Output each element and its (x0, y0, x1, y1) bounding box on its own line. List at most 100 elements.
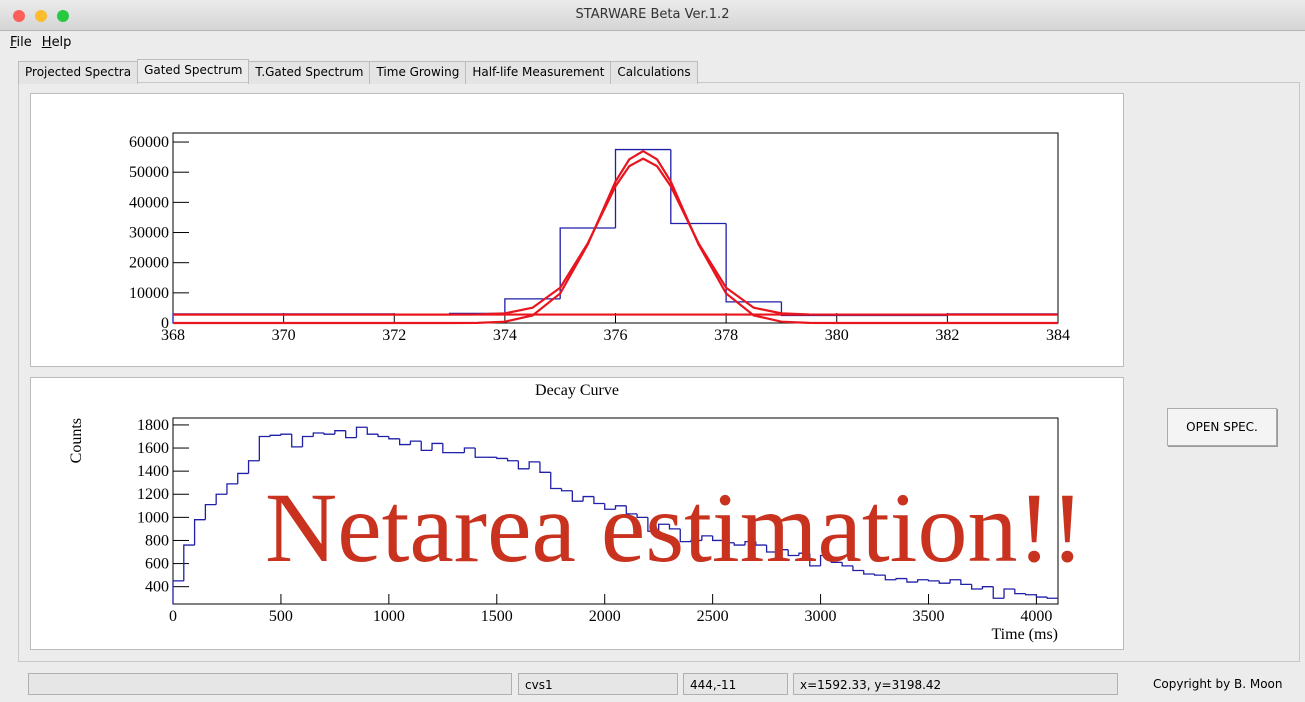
histogram-bin (809, 553, 821, 567)
histogram-bin (1024, 593, 1037, 596)
histogram-bin (258, 435, 271, 461)
histogram-bin (398, 438, 411, 446)
histogram-bin (722, 540, 735, 544)
histogram-bin (798, 552, 810, 556)
histogram-bin (787, 549, 799, 557)
y-tick-label: 600 (145, 556, 169, 573)
histogram-bin (830, 555, 843, 564)
tab[interactable]: T.Gated Spectrum (248, 61, 371, 84)
histogram-bin (725, 223, 782, 303)
minimize-button[interactable] (35, 10, 47, 22)
status-field: 444,-11 (683, 673, 788, 695)
histogram-bin (1035, 594, 1048, 598)
histogram-bin (550, 472, 562, 490)
histogram-bin (323, 433, 335, 435)
histogram-bin (755, 541, 767, 546)
x-tick-label: 378 (714, 327, 738, 344)
histogram-bin (960, 579, 972, 586)
canvas: 368 370 372 374 376 378 380 382 384 0 10000 20000 30… (30, 93, 1124, 367)
histogram-bin (1003, 588, 1015, 599)
histogram-bin (559, 227, 616, 299)
menu-item[interactable]: File (10, 35, 32, 50)
histogram-bin (593, 496, 605, 505)
y-tick-label: 40000 (129, 194, 169, 211)
x-tick-label: 1000 (373, 608, 405, 625)
tab[interactable]: Projected Spectra (18, 61, 139, 84)
tab-bar: Projected Spectra Gated Spectrum T.Gated S… (18, 59, 698, 84)
histogram-bin (670, 149, 727, 225)
histogram-bin (582, 495, 594, 502)
title-bar: STARWARE Beta Ver.1.2 (0, 0, 1305, 31)
histogram-bin (679, 528, 692, 543)
histogram-bin (614, 148, 671, 228)
histogram-bin (528, 461, 540, 469)
x-tick-label: 3000 (805, 608, 837, 625)
histogram-bin (237, 472, 249, 484)
histogram-bin (658, 523, 670, 532)
histogram-bin (1046, 597, 1058, 599)
histogram-bin (992, 586, 1005, 599)
x-tick-label: 2000 (589, 608, 621, 625)
histogram-bin (938, 580, 951, 584)
histogram-bin (172, 580, 184, 604)
y-tick-label: 20000 (129, 255, 169, 272)
histogram-bin (517, 460, 530, 470)
histogram-bin (183, 544, 195, 581)
histogram-bin (841, 562, 853, 567)
histogram-bin (571, 490, 584, 502)
histogram-bin (193, 519, 206, 546)
histogram-bin (647, 517, 659, 532)
histogram-bin (625, 505, 638, 515)
tab[interactable]: Calculations (610, 61, 698, 84)
histogram-bin (927, 579, 940, 582)
zoom-button[interactable] (57, 10, 69, 22)
histogram-bin (949, 579, 961, 584)
histogram-bin (463, 447, 476, 453)
histogram-bin (981, 586, 994, 589)
histogram-bin (506, 458, 519, 462)
y-tick-label: 1600 (137, 440, 169, 457)
histogram-bin (226, 483, 238, 495)
y-tick-label: 60000 (129, 134, 169, 151)
histogram-bin (334, 430, 346, 435)
plot-frame (172, 417, 1059, 605)
histogram-bin (539, 461, 551, 473)
x-tick-label: 382 (935, 327, 959, 344)
tab[interactable]: Time Growing (369, 61, 467, 84)
x-tick-label: 370 (272, 327, 296, 344)
tab[interactable]: Gated Spectrum (137, 59, 250, 82)
y-tick-label: 1000 (137, 509, 169, 526)
histogram-bin (884, 575, 897, 581)
open-button[interactable]: OPEN SPEC. (1167, 408, 1277, 446)
histogram-bin (690, 539, 702, 542)
histogram-bin (873, 573, 886, 576)
canvas: 0 500 1000 1500 2000 2500 3000 3500 4000 400 600 80… (30, 377, 1124, 650)
histogram-bin (388, 436, 400, 440)
histogram-bin (291, 434, 303, 448)
histogram-bin (377, 434, 389, 438)
y-axis-label: Counts (68, 418, 85, 463)
histogram-bin (733, 542, 746, 546)
histogram-bin (496, 457, 508, 460)
menu-item[interactable]: Help (41, 35, 72, 50)
histogram-bin (744, 540, 756, 546)
histogram-bin (474, 448, 486, 458)
histogram-bin (301, 435, 314, 447)
tab[interactable]: Half-life Measurement (465, 61, 612, 84)
histogram-bin (604, 503, 616, 510)
x-tick-label: 380 (825, 327, 849, 344)
fit-curve (173, 149, 1059, 325)
y-tick-label: 1800 (137, 417, 169, 434)
histogram-bin (614, 505, 627, 510)
window-title: STARWARE Beta Ver.1.2 (575, 7, 730, 22)
histogram-bin (1014, 588, 1026, 595)
histogram-bin (409, 440, 422, 445)
status-field: cvs1 (518, 673, 678, 695)
histogram-bin (345, 430, 357, 439)
histogram-bin (269, 434, 281, 437)
overlay-text: Netarea estimation!! (265, 472, 1085, 583)
histogram-bin (917, 579, 929, 583)
close-button[interactable] (13, 10, 25, 22)
histogram-bin (906, 578, 918, 583)
x-tick-label: 0 (169, 608, 177, 625)
